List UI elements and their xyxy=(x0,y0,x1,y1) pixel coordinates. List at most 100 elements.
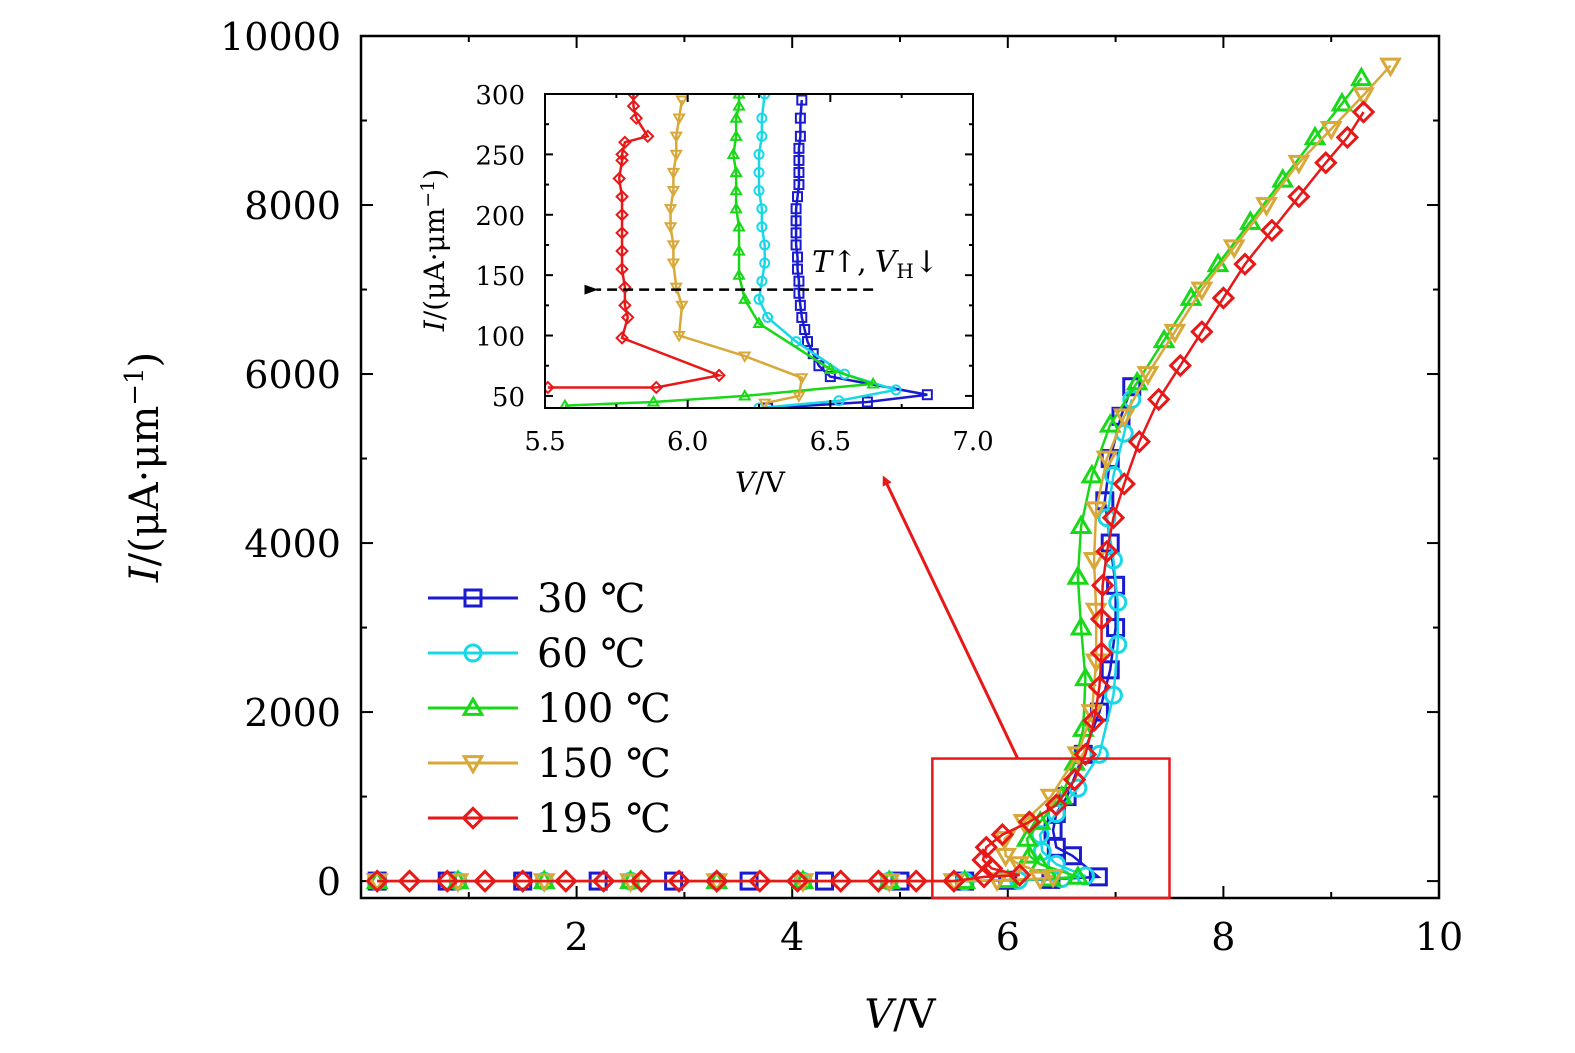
main-series-150-point xyxy=(1095,450,1119,471)
inset-series-100-point xyxy=(646,395,661,407)
main-series-195-point xyxy=(1335,125,1360,150)
main-series-195-point xyxy=(705,869,729,893)
main-series-195-point xyxy=(1073,742,1098,767)
inset-series-150-point xyxy=(666,186,681,198)
main-y-axis-title: I/(μA·μm−1) xyxy=(120,352,168,583)
main-x-tick-label: 10 xyxy=(1415,915,1463,959)
inset-series-100-point xyxy=(732,94,746,99)
main-series-60-point xyxy=(1108,634,1128,654)
main-series-195-point xyxy=(554,869,578,893)
inset-series-195-point xyxy=(618,135,632,150)
main-series-60-point xyxy=(1097,508,1117,528)
main-series-195-point xyxy=(1101,505,1126,530)
main-series-195-point xyxy=(435,869,459,893)
main-x-tick-label: 8 xyxy=(1211,915,1235,959)
legend-entry-150: 150 ℃ xyxy=(428,741,671,787)
main-x-axis-title: V/V xyxy=(864,992,936,1038)
main-series-150-point xyxy=(1084,501,1108,522)
inset-series-60-point xyxy=(759,257,771,269)
main-series-195-point xyxy=(1287,184,1311,209)
inset-y-tick-label: 200 xyxy=(475,202,525,232)
inset-series-100-point xyxy=(729,165,743,178)
inset-series-100-point xyxy=(866,376,880,389)
inset-series-150-line xyxy=(669,99,804,405)
inset-series-150-point xyxy=(663,204,678,216)
main-series-195-point xyxy=(1090,573,1115,598)
inset-y-tick-label: 150 xyxy=(475,262,525,292)
inset-y-tick-label: 300 xyxy=(475,81,525,111)
main-series-150-point xyxy=(1379,57,1402,78)
legend-entry-195-marker xyxy=(461,806,485,830)
main-series-150-point xyxy=(994,847,1018,868)
inset-series-100-point xyxy=(732,219,746,232)
inset-series-195-point xyxy=(626,94,641,101)
inset-y-tick-label: 250 xyxy=(475,141,525,171)
main-series-195-point xyxy=(591,869,616,893)
inset-series-100-point xyxy=(752,316,766,329)
inset-series-30-point xyxy=(790,215,802,227)
inset-series-195-point xyxy=(615,331,629,345)
main-series-195-point xyxy=(904,869,928,893)
main-series-195-point xyxy=(785,869,810,893)
main-series-195-point xyxy=(1095,539,1119,564)
legend-entry-60-label: 60 ℃ xyxy=(537,631,645,677)
inset-series-30-point xyxy=(790,239,802,251)
main-series-195-point xyxy=(510,869,535,893)
inset-series-30-point xyxy=(792,263,804,275)
main-series-195-point xyxy=(1082,708,1106,733)
inset-series-60-point xyxy=(753,185,765,197)
main-y-tick-label: 6000 xyxy=(244,353,341,397)
main-series-150-point xyxy=(1255,197,1278,217)
main-series-195-point xyxy=(1233,252,1257,276)
main-series-100-point xyxy=(1017,843,1041,864)
inset-series-150-point xyxy=(672,330,686,343)
inset-series-100-point xyxy=(738,388,752,401)
legend-entry-30-label: 30 ℃ xyxy=(537,576,645,622)
inset-series-100-point xyxy=(726,147,741,159)
main-series-195-point xyxy=(1062,767,1087,792)
main-y-tick-label: 2000 xyxy=(244,691,341,735)
inset-series-150-point xyxy=(675,95,689,107)
inset-series-100-point xyxy=(729,111,743,123)
main-series-150-point xyxy=(1190,281,1214,302)
inset-series-195-point xyxy=(615,262,629,276)
inset-series-195-point xyxy=(615,226,629,240)
main-series-195-point xyxy=(1087,675,1112,699)
main-series-60-point xyxy=(1030,825,1050,845)
inset-x-tick-label: 6.5 xyxy=(810,427,851,457)
main-series-60-point xyxy=(1103,685,1123,705)
zoom-highlight-group xyxy=(882,475,1171,900)
inset-series-group xyxy=(545,94,933,408)
main-series-100-point xyxy=(1330,91,1354,112)
legend-entry-100-marker xyxy=(461,696,485,716)
inset-series-30-point xyxy=(794,299,806,311)
main-series-195-point xyxy=(629,869,654,893)
inset-series-150-point xyxy=(669,131,683,144)
inset-series-60-point xyxy=(756,275,768,287)
main-series-195-point xyxy=(1127,429,1152,454)
inset-series-100-point xyxy=(559,398,571,408)
inset-series-150-point xyxy=(795,373,809,385)
main-series-100-point xyxy=(1015,827,1039,847)
inset-series-195-point xyxy=(712,368,726,383)
main-series-195-point xyxy=(748,869,772,893)
inset-series-30-point xyxy=(793,154,805,166)
inset-series-30-point xyxy=(793,179,805,191)
inset-series-30-point xyxy=(799,324,811,335)
inset-x-axis-ticks: 5.5 6.0 6.5 7.0 xyxy=(524,94,994,457)
inset-series-30-point xyxy=(793,287,805,299)
main-y-tick-label: 0 xyxy=(317,860,341,904)
main-plot: 2 4 6 8 10 0 2000 4000 6000 8000 10000 V/V I/(μA·… xyxy=(120,15,1463,1038)
inset-series-100-point xyxy=(732,99,746,111)
main-series-150-point xyxy=(1041,868,1065,889)
inset-series-30-point xyxy=(792,191,804,203)
main-series-group xyxy=(365,57,1402,893)
legend-entry-150-label: 150 ℃ xyxy=(537,741,671,787)
main-series-195-point xyxy=(1260,218,1284,243)
inset-series-60-point xyxy=(753,148,765,160)
main-series-60-point xyxy=(1089,744,1109,764)
inset-series-30-point xyxy=(921,389,933,401)
inset-series-60-point xyxy=(839,368,851,380)
inset-x-tick-label: 7.0 xyxy=(952,427,993,457)
main-series-150-point xyxy=(1287,154,1311,175)
